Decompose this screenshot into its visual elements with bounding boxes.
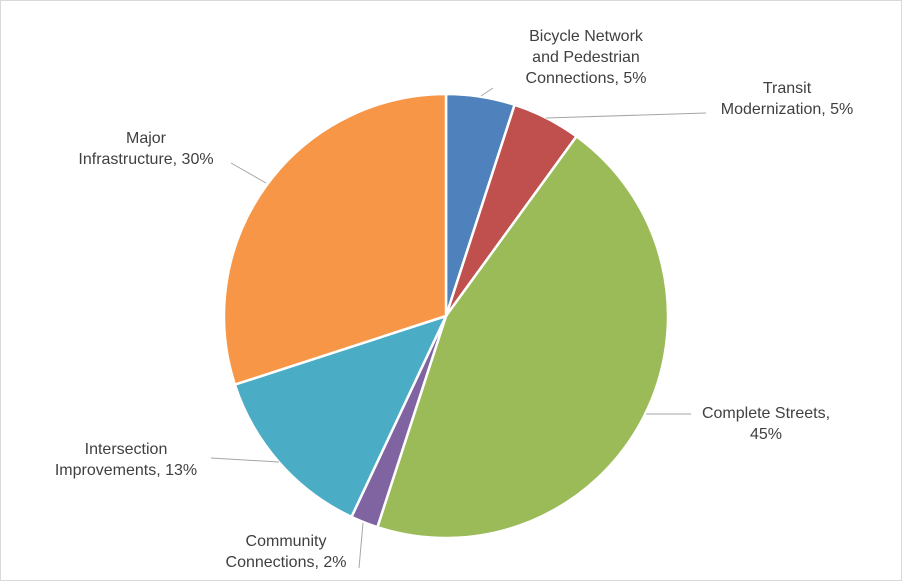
leader-line bbox=[480, 87, 494, 97]
data-label: Community Connections, 2% bbox=[226, 533, 347, 571]
data-label: Complete Streets, 45% bbox=[702, 405, 830, 443]
data-label-line: Major bbox=[126, 130, 167, 147]
data-label-line: Connections, 5% bbox=[526, 70, 647, 87]
leader-line bbox=[230, 162, 267, 184]
pie-slice-complete-streets bbox=[375, 134, 670, 540]
pie-slice-major-infrastructure bbox=[222, 92, 448, 387]
leader-line bbox=[545, 112, 707, 119]
data-label-line: Improvements, 13% bbox=[55, 462, 197, 479]
data-label-line: and Pedestrian bbox=[532, 49, 640, 66]
data-label: Bicycle Network and Pedestrian Connections… bbox=[526, 28, 647, 87]
data-label-line: Bicycle Network bbox=[529, 28, 644, 45]
data-label-line: Community bbox=[246, 533, 327, 550]
data-label: Transit Modernization, 5% bbox=[721, 80, 854, 118]
leader-line bbox=[358, 522, 364, 569]
data-label-line: Infrastructure, 30% bbox=[78, 151, 213, 168]
data-label-line: Modernization, 5% bbox=[721, 101, 854, 118]
leader-line bbox=[210, 457, 280, 463]
data-label-line: 45% bbox=[750, 426, 782, 443]
data-label: Major Infrastructure, 30% bbox=[78, 130, 213, 168]
pie-slice-intersection-improvements bbox=[233, 313, 449, 519]
data-label-line: Transit bbox=[763, 80, 812, 97]
data-label-line: Complete Streets, bbox=[702, 405, 830, 422]
data-label-line: Intersection bbox=[85, 441, 168, 458]
data-label-line: Connections, 2% bbox=[226, 554, 347, 571]
data-label: Intersection Improvements, 13% bbox=[55, 441, 197, 479]
